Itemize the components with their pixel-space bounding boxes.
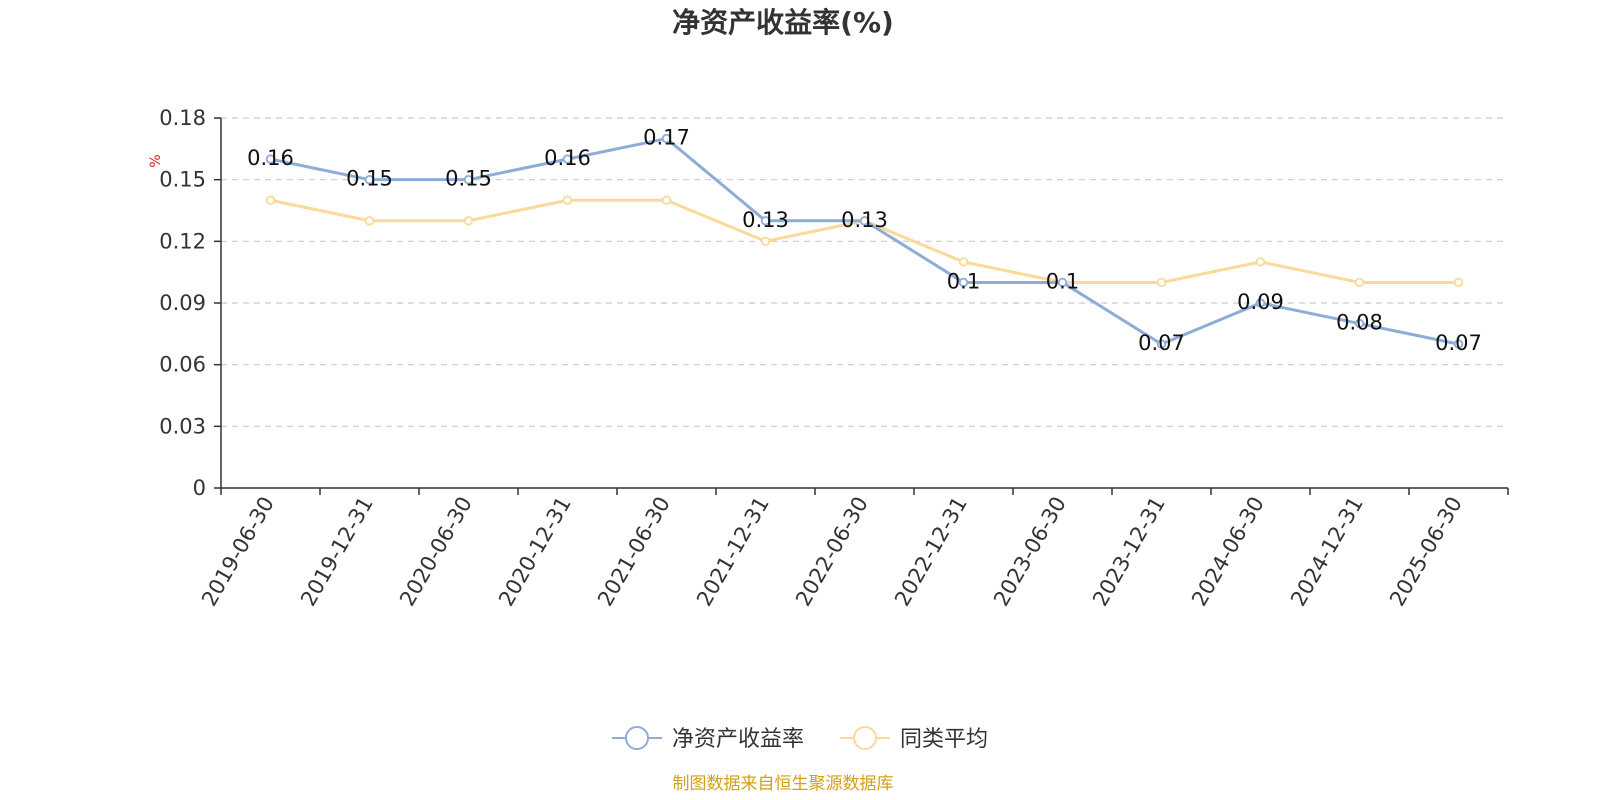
data-point[interactable] <box>760 236 771 247</box>
y-tick-label: 0.09 <box>159 291 206 315</box>
legend-item[interactable]: 同类平均 <box>840 726 988 752</box>
data-labels: 0.16 0.15 0.15 0.16 0.17 0.13 0.13 0.1 0.1 0.07 0.… <box>247 126 1482 356</box>
y-tick-label: 0.18 <box>159 106 206 130</box>
data-label: 0.15 <box>346 167 393 191</box>
y-tick-label: 0.06 <box>159 353 206 377</box>
data-point[interactable] <box>463 174 474 185</box>
data-label: 0.08 <box>1336 311 1383 335</box>
data-label: 0.13 <box>742 208 789 232</box>
x-tick-label: 2021-12-31 <box>692 493 774 611</box>
data-point[interactable] <box>463 216 474 226</box>
x-tick-label: 2020-12-31 <box>494 493 576 611</box>
data-point[interactable] <box>760 216 771 226</box>
data-point[interactable] <box>1354 318 1365 329</box>
data-label: 0.15 <box>445 167 492 191</box>
x-tick-label: 2023-12-31 <box>1088 493 1170 611</box>
x-tick-label: 2023-06-30 <box>989 493 1071 611</box>
y-tick-label: 0.12 <box>159 229 206 253</box>
x-tick-label: 2019-06-30 <box>197 493 279 611</box>
data-point[interactable] <box>1354 277 1365 288</box>
data-point[interactable] <box>661 195 672 205</box>
data-point[interactable] <box>958 257 969 267</box>
data-label: 0.13 <box>841 208 888 232</box>
data-point[interactable] <box>1453 277 1464 288</box>
legend-label: 净资产收益率 <box>672 727 804 752</box>
data-label: 0.07 <box>1435 331 1482 355</box>
x-tick-label: 2024-06-30 <box>1187 493 1269 611</box>
series-lines <box>265 133 1464 349</box>
data-point[interactable] <box>859 216 870 226</box>
data-label: 0.09 <box>1237 290 1284 314</box>
x-tick-label: 2019-12-31 <box>296 493 378 611</box>
y-tick-label: 0.15 <box>159 168 206 192</box>
data-point[interactable] <box>364 216 375 226</box>
y-tick-label: 0 <box>193 476 206 500</box>
legend-circle-icon <box>625 726 649 750</box>
chart-title: 净资产收益率(%) <box>672 6 894 39</box>
data-source-note: 制图数据来自恒生聚源数据库 <box>673 774 894 794</box>
data-point[interactable] <box>562 195 573 205</box>
x-tick-label: 2025-06-30 <box>1385 493 1467 611</box>
data-label: 0.17 <box>643 126 690 150</box>
legend[interactable]: 净资产收益率 同类平均 <box>612 726 988 752</box>
data-point[interactable] <box>364 174 375 185</box>
data-point[interactable] <box>1453 339 1464 349</box>
data-point[interactable] <box>1156 339 1167 349</box>
y-tick-label: 0.03 <box>159 414 206 438</box>
data-point[interactable] <box>1255 298 1266 308</box>
legend-circle-icon <box>853 726 877 750</box>
x-tick-label: 2021-06-30 <box>593 493 675 611</box>
data-point[interactable] <box>958 277 969 288</box>
legend-item[interactable]: 净资产收益率 <box>612 726 804 752</box>
data-point[interactable] <box>562 154 573 164</box>
y-axis-unit-label: % <box>148 154 164 167</box>
data-point[interactable] <box>1057 277 1068 288</box>
data-point[interactable] <box>661 133 672 144</box>
data-label: 0.1 <box>1046 269 1079 293</box>
data-point[interactable] <box>265 195 276 205</box>
x-tick-label: 2022-12-31 <box>890 493 972 611</box>
data-label: 0.1 <box>947 269 980 293</box>
x-tick-label: 2022-06-30 <box>791 493 873 611</box>
x-tick-label: 2024-12-31 <box>1286 493 1368 611</box>
data-label: 0.16 <box>247 146 294 170</box>
data-label: 0.16 <box>544 146 591 170</box>
data-label: 0.07 <box>1138 331 1185 355</box>
data-point[interactable] <box>1156 277 1167 288</box>
data-point[interactable] <box>1255 257 1266 267</box>
legend-label: 同类平均 <box>900 727 988 752</box>
data-point[interactable] <box>265 154 276 164</box>
x-tick-label: 2020-06-30 <box>395 493 477 611</box>
